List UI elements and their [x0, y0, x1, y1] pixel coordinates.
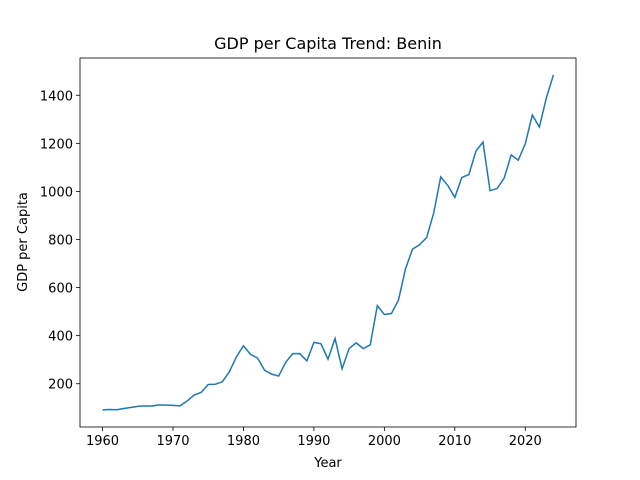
data-line [102, 74, 555, 411]
y-tick-label: 800 [48, 233, 73, 248]
x-tick-label: 2020 [509, 434, 542, 449]
plot-frame [79, 57, 577, 428]
y-tick-label: 1400 [40, 89, 73, 104]
y-tick-label: 600 [48, 282, 73, 297]
x-tick-label: 1990 [297, 434, 330, 449]
y-tick-label: 200 [48, 378, 73, 393]
y-axis-label: GDP per Capita [16, 192, 31, 292]
chart-title: GDP per Capita Trend: Benin [214, 34, 442, 53]
x-axis-label: Year [313, 456, 342, 471]
x-tick-label: 2010 [438, 434, 471, 449]
x-tick-label: 1980 [227, 434, 260, 449]
y-tick-label: 1200 [40, 137, 73, 152]
y-tick-label: 1000 [40, 185, 73, 200]
x-tick-label: 2000 [368, 434, 401, 449]
y-tick-label: 400 [48, 330, 73, 345]
x-tick-label: 1960 [86, 434, 119, 449]
x-tick-label: 1970 [156, 434, 189, 449]
